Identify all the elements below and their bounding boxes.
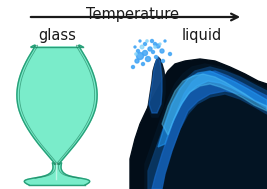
Circle shape bbox=[136, 50, 139, 53]
Circle shape bbox=[151, 40, 154, 43]
Circle shape bbox=[168, 53, 171, 56]
Polygon shape bbox=[152, 71, 267, 189]
Circle shape bbox=[159, 43, 161, 45]
Text: liquid: liquid bbox=[182, 28, 222, 43]
Polygon shape bbox=[17, 45, 97, 185]
Circle shape bbox=[135, 59, 139, 63]
Circle shape bbox=[143, 50, 147, 56]
Text: glass: glass bbox=[38, 28, 76, 43]
Circle shape bbox=[136, 53, 143, 60]
Circle shape bbox=[148, 47, 152, 51]
Polygon shape bbox=[149, 57, 162, 113]
Text: Temperature: Temperature bbox=[87, 7, 179, 22]
Circle shape bbox=[164, 40, 166, 42]
Polygon shape bbox=[158, 71, 267, 147]
Polygon shape bbox=[162, 74, 267, 135]
Circle shape bbox=[139, 40, 141, 42]
Circle shape bbox=[143, 43, 147, 46]
Circle shape bbox=[135, 53, 137, 55]
Circle shape bbox=[154, 46, 156, 48]
Circle shape bbox=[142, 63, 144, 66]
Circle shape bbox=[151, 50, 155, 53]
Circle shape bbox=[160, 49, 164, 53]
Circle shape bbox=[162, 60, 164, 63]
Circle shape bbox=[146, 57, 151, 61]
Polygon shape bbox=[145, 64, 267, 189]
Polygon shape bbox=[148, 67, 267, 189]
Polygon shape bbox=[130, 59, 267, 189]
Circle shape bbox=[155, 56, 158, 59]
Polygon shape bbox=[148, 57, 165, 117]
Circle shape bbox=[156, 44, 160, 48]
Circle shape bbox=[134, 46, 136, 48]
Circle shape bbox=[146, 40, 148, 42]
Circle shape bbox=[132, 66, 135, 68]
Circle shape bbox=[140, 45, 144, 49]
Circle shape bbox=[154, 43, 156, 46]
